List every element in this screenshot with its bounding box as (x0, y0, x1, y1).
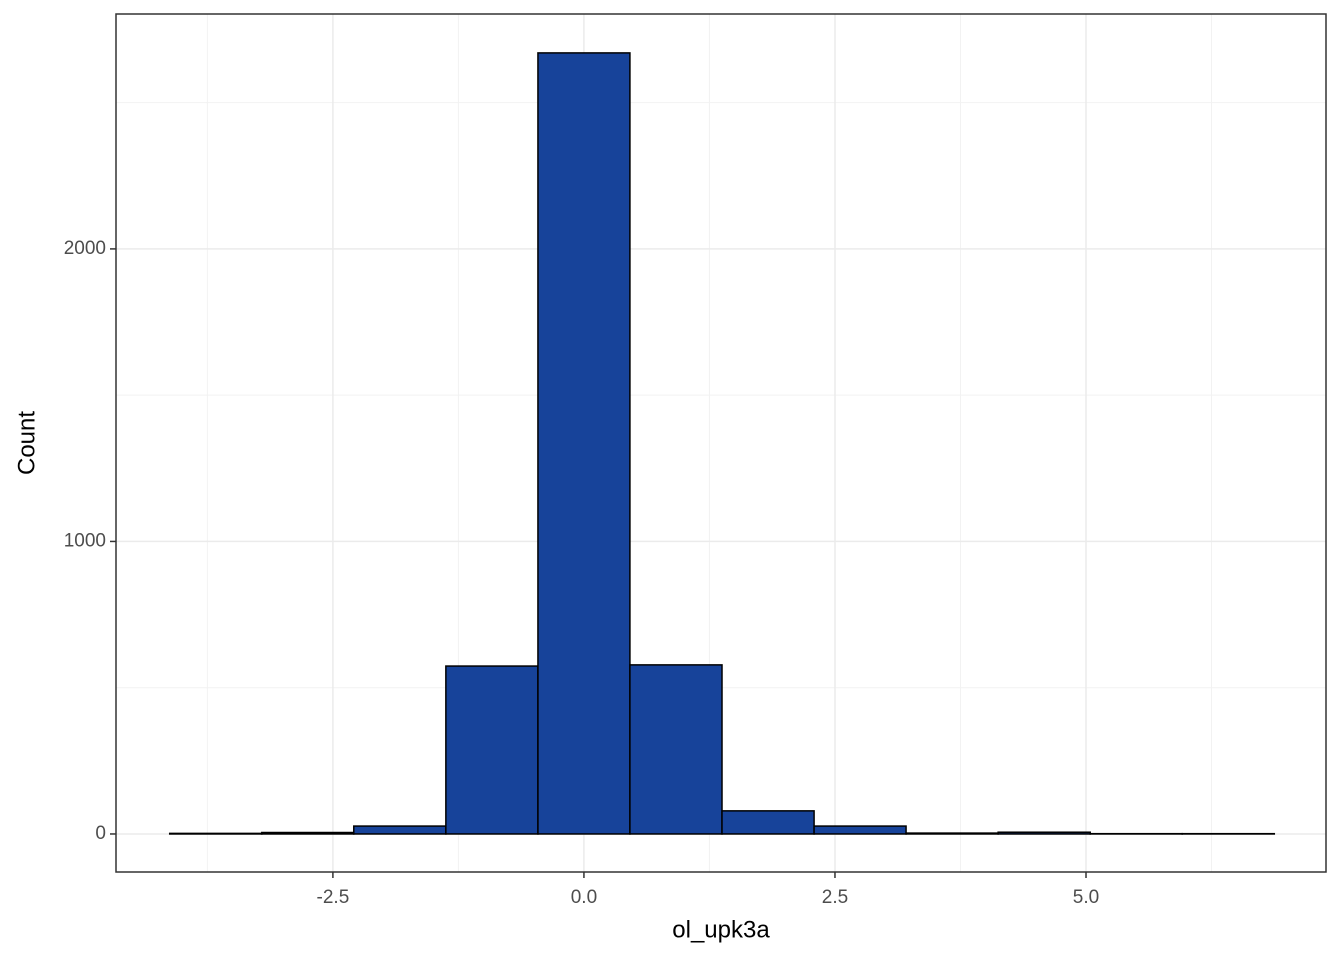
bar (445, 665, 539, 835)
bar (721, 810, 815, 835)
bar (997, 831, 1091, 835)
y-tick-label: 1000 (64, 530, 106, 551)
bar (168, 832, 263, 835)
panel-border (115, 13, 1327, 873)
bar (629, 664, 723, 835)
x-tick-label: -2.5 (317, 887, 350, 908)
bar (905, 832, 999, 835)
x-tick-label: 0.0 (571, 887, 597, 908)
x-tick-label: 2.5 (822, 887, 848, 908)
x-axis-title: ol_upk3a (672, 916, 770, 943)
bar (813, 825, 907, 835)
y-tick-label: 0 (95, 823, 106, 844)
x-tick-label: 5.0 (1073, 887, 1099, 908)
bar (261, 831, 355, 835)
y-axis-title: Count (13, 411, 40, 475)
bar (353, 825, 447, 835)
y-tick-label: 2000 (64, 238, 106, 259)
bar (537, 52, 631, 835)
